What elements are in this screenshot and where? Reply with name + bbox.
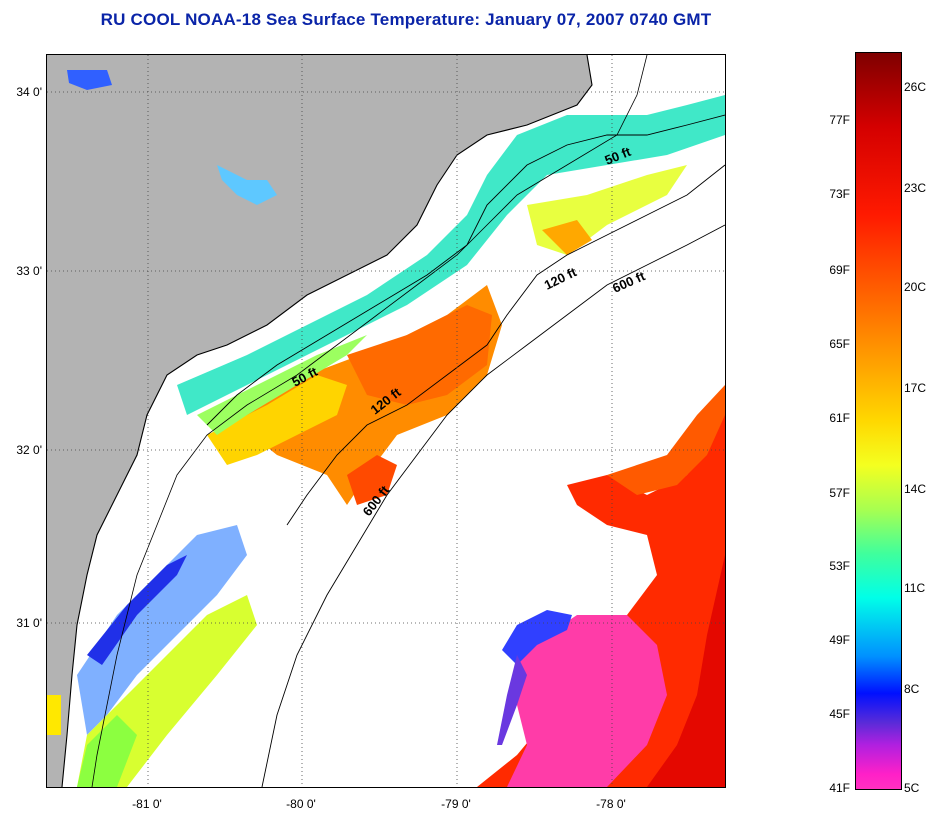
lon-tick-80: -80 0' xyxy=(286,797,316,811)
shelf-orange-core xyxy=(347,305,492,405)
shelf-red-spot xyxy=(347,455,397,505)
colorbar-label-61f: 61F xyxy=(829,411,850,425)
colorbar-label-53f: 53F xyxy=(829,559,850,573)
colorbar-label-11c: 11C xyxy=(904,581,926,595)
colorbar-label-73f: 73F xyxy=(829,187,850,201)
colorbar-label-5c: 5C xyxy=(904,781,920,795)
colorbar-label-69f: 69F xyxy=(829,263,850,277)
colorbar-label-77f: 77F xyxy=(829,113,850,127)
isobath-50ft xyxy=(206,114,725,426)
colorbar-label-41f: 41F xyxy=(829,781,850,795)
lon-tick-79: -79 0' xyxy=(441,797,471,811)
colorbar-label-14c: 14C xyxy=(904,482,927,496)
colorbar-label-65f: 65F xyxy=(829,337,850,351)
gulf-stream-core xyxy=(647,555,725,787)
lon-tick-81: -81 0' xyxy=(132,797,162,811)
cold-pixel-pool xyxy=(507,615,667,787)
inland-lake xyxy=(217,165,277,205)
colorbar-label-57f: 57F xyxy=(829,486,850,500)
south-shelf-blue-line xyxy=(87,555,187,665)
coastline-marsh xyxy=(91,55,648,787)
lat-tick-31: 31 0' xyxy=(16,616,42,630)
lat-tick-34: 34 0' xyxy=(16,85,42,99)
lat-tick-33: 33 0' xyxy=(16,264,42,278)
south-shelf-cool-strip xyxy=(77,525,247,735)
colorbar-label-8c: 8C xyxy=(904,682,920,696)
colorbar-label-49f: 49F xyxy=(829,633,850,647)
land-mass xyxy=(47,55,592,787)
shelf-yellow-band xyxy=(207,375,347,465)
map-title: RU COOL NOAA-18 Sea Surface Temperature:… xyxy=(100,10,712,29)
upper-shelf-orange xyxy=(542,220,592,255)
colorbar-label-23c: 23C xyxy=(904,181,927,195)
isobath-120ft xyxy=(286,164,725,526)
lon-tick-78: -78 0' xyxy=(596,797,626,811)
graticule xyxy=(47,55,725,787)
temperature-colorbar xyxy=(855,52,902,790)
sst-map-svg: 50 ft 50 ft 120 ft 120 ft 600 ft 600 ft xyxy=(47,55,725,787)
cold-pool-edge-2 xyxy=(497,655,527,745)
inland-lake-2 xyxy=(67,70,112,90)
sst-map[interactable]: 50 ft 50 ft 120 ft 120 ft 600 ft 600 ft xyxy=(46,54,726,788)
offshore-orange-band xyxy=(607,385,725,495)
coastline xyxy=(61,55,593,787)
nearshore-green-band xyxy=(197,335,367,435)
colorbar-label-17c: 17C xyxy=(904,381,927,395)
lat-tick-32: 32 0' xyxy=(16,443,42,457)
coastal-yellow-pixels xyxy=(47,695,61,735)
cold-pool-edge xyxy=(502,610,572,665)
colorbar-label-20c: 20C xyxy=(904,280,927,294)
nearshore-cool-band xyxy=(177,95,725,415)
colorbar-label-45f: 45F xyxy=(829,707,850,721)
colorbar-label-26c: 26C xyxy=(904,80,927,94)
isobath-600ft xyxy=(261,224,725,787)
south-shelf-green xyxy=(77,715,137,787)
